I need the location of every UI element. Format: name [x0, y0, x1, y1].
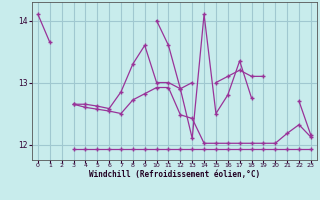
X-axis label: Windchill (Refroidissement éolien,°C): Windchill (Refroidissement éolien,°C) — [89, 170, 260, 179]
